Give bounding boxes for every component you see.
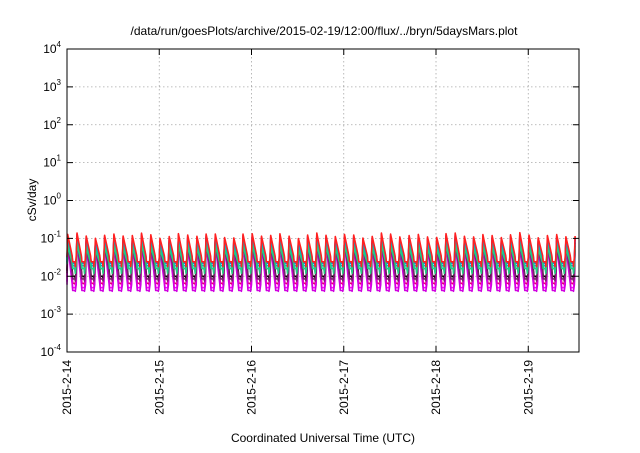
y-tick-exponent: 1 xyxy=(57,154,62,163)
x-tick-label: 2015-2-14 xyxy=(60,360,74,415)
y-tick-exponent: -4 xyxy=(54,343,62,352)
y-tick-label: 103 xyxy=(43,78,61,94)
y-tick-exponent: 0 xyxy=(57,192,62,201)
y-tick-exponent: 4 xyxy=(57,40,62,49)
y-tick-label: 101 xyxy=(43,154,61,170)
x-axis-label: Coordinated Universal Time (UTC) xyxy=(231,431,415,445)
x-tick-label: 2015-2-17 xyxy=(337,360,351,415)
y-tick-base: 10 xyxy=(43,118,57,132)
chart-title: /data/run/goesPlots/archive/2015-02-19/1… xyxy=(131,24,519,38)
series-group xyxy=(66,231,576,293)
y-axis-label: cSv/day xyxy=(25,179,39,222)
y-tick-exponent: -2 xyxy=(54,267,62,276)
x-tick-label: 2015-2-18 xyxy=(429,360,443,415)
y-tick-base: 10 xyxy=(41,269,55,283)
y-tick-base: 10 xyxy=(43,156,57,170)
y-tick-label: 102 xyxy=(43,116,61,132)
x-tick-label: 2015-2-15 xyxy=(152,360,166,415)
y-tick-base: 10 xyxy=(43,194,57,208)
series-line xyxy=(66,231,576,268)
y-tick-label: 10-2 xyxy=(41,267,62,283)
y-tick-base: 10 xyxy=(43,42,57,56)
y-tick-label: 100 xyxy=(43,192,61,208)
y-tick-exponent: -3 xyxy=(54,305,62,314)
y-tick-base: 10 xyxy=(41,231,55,245)
y-tick-exponent: -1 xyxy=(54,229,62,238)
y-tick-base: 10 xyxy=(43,80,57,94)
y-tick-label: 10-1 xyxy=(41,229,62,245)
y-tick-base: 10 xyxy=(41,307,55,321)
y-tick-label: 10-4 xyxy=(41,343,62,359)
y-tick-exponent: 3 xyxy=(57,78,62,87)
y-tick-label: 104 xyxy=(43,40,61,56)
y-tick-base: 10 xyxy=(41,345,55,359)
y-tick-label: 10-3 xyxy=(41,305,62,321)
x-tick-label: 2015-2-16 xyxy=(245,360,259,415)
y-tick-exponent: 2 xyxy=(57,116,62,125)
x-tick-label: 2015-2-19 xyxy=(521,360,535,415)
x-axis: 2015-2-14 2015-2-15 2015-2-16 2015-2-17 2015… xyxy=(60,49,535,415)
